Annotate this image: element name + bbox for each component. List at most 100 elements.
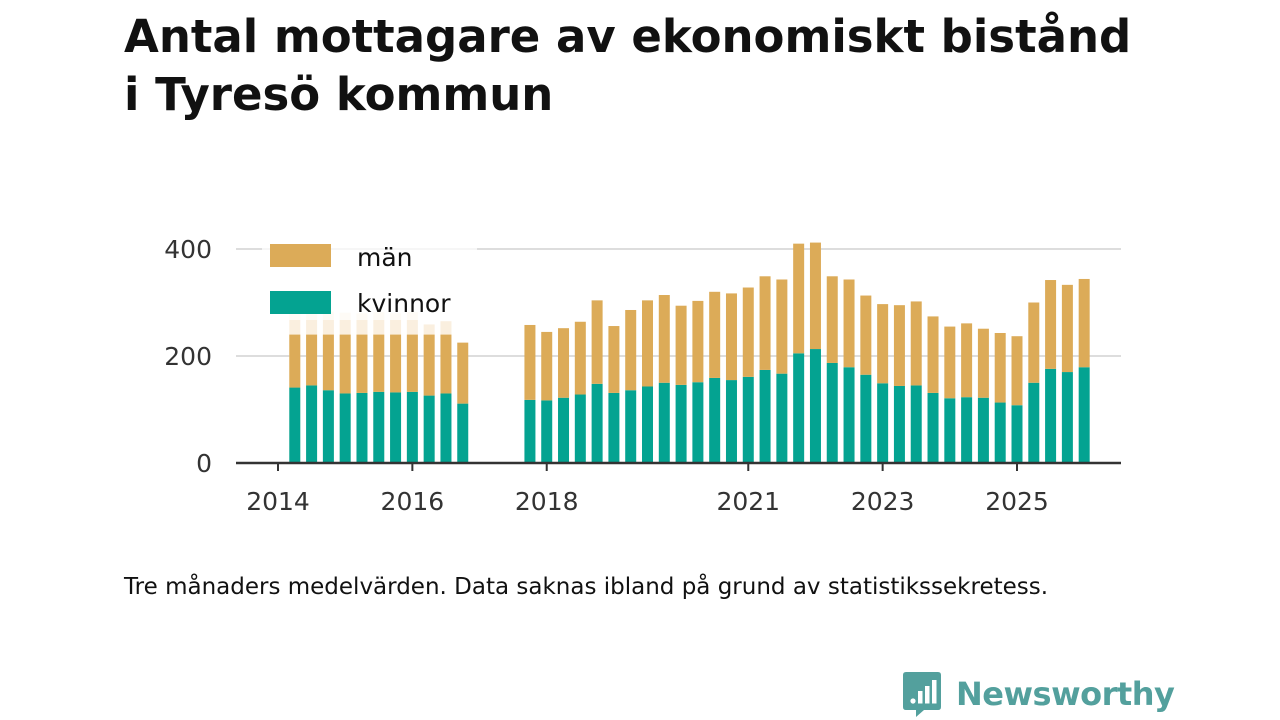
- bar-men: [423, 334, 435, 396]
- brand-logo: Newsworthy: [902, 668, 1175, 720]
- bar-men: [322, 334, 334, 391]
- bar-women: [793, 353, 805, 463]
- bar-men: [927, 316, 939, 393]
- bar-men: [944, 326, 956, 399]
- bar-men: [860, 295, 872, 375]
- bar-men: [692, 300, 704, 383]
- chart-title: Antal mottagare av ekonomiskt bistånd i …: [124, 8, 1204, 124]
- bar-men: [457, 342, 469, 404]
- chat-bubble-bar-chart-icon: [903, 672, 941, 717]
- bar-women: [759, 369, 771, 463]
- bar-women: [692, 382, 704, 463]
- bar-men: [1011, 336, 1023, 406]
- x-tick-label-2023: 2023: [851, 487, 915, 516]
- bar-women: [541, 400, 553, 463]
- bar-women: [524, 399, 536, 463]
- bar-women: [642, 386, 653, 463]
- bar-men: [910, 301, 922, 386]
- bar-women: [1028, 382, 1040, 463]
- bar-men: [625, 309, 637, 391]
- bar-men: [306, 334, 318, 386]
- bar-women: [625, 390, 637, 463]
- y-tick-label-400: 400: [164, 235, 212, 264]
- chart-caption: Tre månaders medelvärden. Data saknas ib…: [124, 574, 1049, 600]
- bar-women: [1045, 368, 1057, 463]
- bar-women: [860, 374, 872, 463]
- bar-men: [339, 334, 351, 394]
- bar-women: [994, 402, 1006, 463]
- bar-men: [742, 287, 754, 377]
- bar-women: [977, 397, 989, 463]
- bar-men: [759, 276, 771, 370]
- bar-men: [390, 334, 402, 393]
- x-tick-label-2018: 2018: [515, 487, 579, 516]
- bar-men: [591, 300, 603, 384]
- bar-women: [457, 403, 469, 463]
- bars: [289, 242, 1090, 463]
- legend: män kvinnor: [262, 232, 477, 320]
- bar-men: [826, 276, 838, 363]
- y-tick-label-200: 200: [164, 342, 212, 371]
- bar-women: [339, 393, 351, 463]
- bar-men: [608, 326, 620, 393]
- bar-women: [289, 387, 301, 463]
- bar-men: [961, 323, 973, 398]
- bar-women: [390, 392, 402, 463]
- bar-men: [709, 291, 721, 378]
- bar-women: [742, 376, 754, 463]
- bar-women: [877, 383, 889, 463]
- bar-women: [709, 377, 721, 463]
- bar-women: [574, 394, 586, 463]
- bar-men: [994, 332, 1006, 403]
- bar-men: [574, 321, 586, 395]
- bar-women: [927, 392, 939, 463]
- legend-label-men: män: [357, 243, 413, 272]
- bar-men: [406, 334, 418, 392]
- bar-women: [961, 397, 973, 463]
- bar-women: [591, 383, 603, 463]
- bar-women: [423, 395, 435, 463]
- bar-women: [356, 392, 368, 463]
- bar-women: [776, 373, 788, 463]
- bar-women: [826, 362, 838, 463]
- legend-swatch-men: [270, 244, 331, 267]
- bar-women: [373, 391, 385, 463]
- bar-women: [893, 385, 905, 463]
- bar-men: [893, 305, 905, 386]
- bar-men: [373, 334, 385, 392]
- bar-men: [1045, 280, 1057, 369]
- bar-women: [1011, 405, 1023, 463]
- bar-men: [675, 305, 687, 385]
- bar-women: [322, 390, 334, 463]
- bar-men: [356, 334, 368, 393]
- bar-women: [809, 349, 821, 463]
- bar-men: [1078, 278, 1090, 368]
- chart-title-line-2: i Tyresö kommun: [124, 68, 554, 121]
- bar-women: [306, 385, 318, 463]
- bar-men: [524, 324, 536, 400]
- bar-women: [440, 393, 452, 463]
- y-tick-label-0: 0: [196, 449, 212, 478]
- x-tick-label-2014: 2014: [246, 487, 310, 516]
- bar-women: [843, 367, 855, 463]
- x-tick-label-2016: 2016: [381, 487, 445, 516]
- bar-men: [977, 328, 989, 398]
- bar-men: [725, 293, 737, 381]
- bar-men: [776, 279, 788, 374]
- bar-women: [406, 391, 418, 463]
- bar-men: [877, 304, 889, 384]
- bar-women: [658, 382, 670, 463]
- bar-women: [1078, 367, 1090, 463]
- bar-women: [675, 384, 687, 463]
- bar-women: [944, 398, 956, 463]
- bar-men: [1028, 302, 1040, 383]
- bar-men: [289, 334, 301, 388]
- bar-women: [608, 392, 620, 463]
- bar-men: [440, 334, 452, 394]
- x-tick-label-2021: 2021: [716, 487, 780, 516]
- legend-label-women: kvinnor: [357, 289, 451, 318]
- bar-women: [725, 380, 737, 463]
- bar-men: [541, 331, 553, 401]
- bar-men: [793, 243, 805, 354]
